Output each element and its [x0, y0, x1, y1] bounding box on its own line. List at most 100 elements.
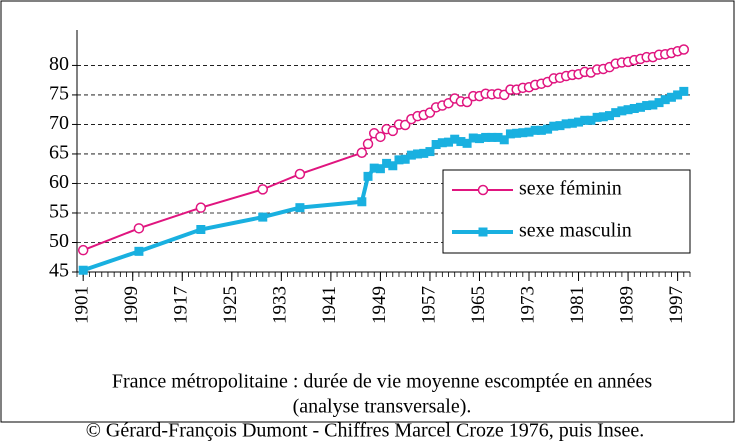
- point: [499, 135, 509, 145]
- point: [679, 86, 689, 96]
- point: [77, 244, 89, 256]
- x-tick-label: 1901: [72, 286, 93, 324]
- y-tick-label: 60: [49, 171, 69, 193]
- y-tick-label: 50: [49, 230, 69, 252]
- point: [195, 202, 207, 213]
- point: [419, 148, 429, 158]
- point: [617, 106, 627, 116]
- point: [512, 128, 522, 138]
- point: [611, 108, 621, 118]
- point: [257, 184, 269, 195]
- credit: © Gérard-François Dumont - Chiffres Marc…: [86, 420, 645, 442]
- point: [461, 96, 473, 108]
- point: [400, 154, 410, 164]
- point: [382, 158, 392, 168]
- point: [549, 121, 559, 131]
- point: [388, 161, 398, 171]
- point: [362, 138, 374, 150]
- y-tick-label: 80: [49, 53, 69, 75]
- caption: (analyse transversale).: [293, 396, 472, 418]
- point: [518, 128, 528, 138]
- point: [413, 149, 423, 159]
- point: [258, 212, 268, 222]
- series: [78, 86, 689, 275]
- point: [635, 102, 645, 112]
- x-tick-label: 1965: [468, 286, 489, 324]
- point: [394, 155, 404, 165]
- x-tick-label: 1957: [418, 286, 439, 324]
- point: [134, 246, 144, 256]
- x-tick-label: 1989: [616, 286, 637, 324]
- x-tick-label: 1949: [369, 286, 390, 324]
- point: [629, 104, 639, 114]
- series: [77, 44, 690, 256]
- point: [462, 138, 472, 148]
- point: [375, 164, 385, 174]
- point: [586, 115, 596, 125]
- point: [660, 95, 670, 105]
- y-tick-label: 70: [49, 112, 69, 134]
- point: [468, 133, 478, 143]
- point: [592, 112, 602, 122]
- y-tick-label: 45: [49, 260, 69, 282]
- caption: France métropolitaine : durée de vie moy…: [112, 371, 653, 393]
- point: [437, 138, 447, 148]
- point: [133, 223, 145, 234]
- point: [666, 92, 676, 102]
- point: [642, 101, 652, 111]
- x-tick-label: 1909: [121, 286, 142, 324]
- point: [369, 163, 379, 173]
- x-tick-label: 1997: [666, 286, 687, 324]
- x-tick-label: 1981: [567, 286, 588, 324]
- point: [648, 100, 658, 110]
- point: [363, 171, 373, 181]
- point: [78, 265, 88, 275]
- point: [623, 105, 633, 115]
- point: [357, 197, 367, 207]
- point: [399, 119, 411, 131]
- point: [574, 117, 584, 127]
- y-tick-label: 65: [49, 142, 69, 164]
- legend-box: [442, 169, 691, 254]
- point: [295, 203, 305, 213]
- point: [673, 90, 683, 100]
- x-tick-label: 1973: [517, 286, 538, 324]
- point: [493, 132, 503, 142]
- point: [450, 134, 460, 144]
- point: [487, 132, 497, 142]
- point: [598, 112, 608, 122]
- point: [431, 140, 441, 150]
- point: [580, 115, 590, 125]
- x-tick-label: 1917: [171, 286, 192, 324]
- point: [567, 118, 577, 128]
- point: [561, 119, 571, 129]
- point: [530, 125, 540, 135]
- legend-marker: [477, 184, 489, 196]
- point: [425, 147, 435, 157]
- point: [387, 125, 399, 137]
- point: [654, 98, 664, 108]
- point: [444, 137, 454, 147]
- point: [678, 44, 690, 55]
- point: [375, 131, 386, 143]
- point: [294, 168, 306, 180]
- point: [474, 134, 484, 144]
- y-tick-label: 75: [49, 83, 69, 105]
- point: [406, 150, 416, 160]
- legend-label: sexe masculin: [519, 220, 632, 242]
- point: [481, 132, 491, 142]
- frame: [0, 0, 735, 423]
- legend-marker: [478, 227, 488, 237]
- point: [555, 121, 565, 131]
- point: [456, 137, 466, 147]
- x-tick-label: 1941: [319, 286, 340, 324]
- point: [605, 111, 615, 121]
- x-tick-label: 1925: [220, 286, 241, 324]
- y-tick-label: 55: [49, 201, 69, 223]
- legend-label: sexe féminin: [519, 178, 622, 200]
- point: [505, 129, 515, 139]
- point: [543, 124, 553, 134]
- point: [356, 147, 368, 159]
- point: [524, 127, 534, 137]
